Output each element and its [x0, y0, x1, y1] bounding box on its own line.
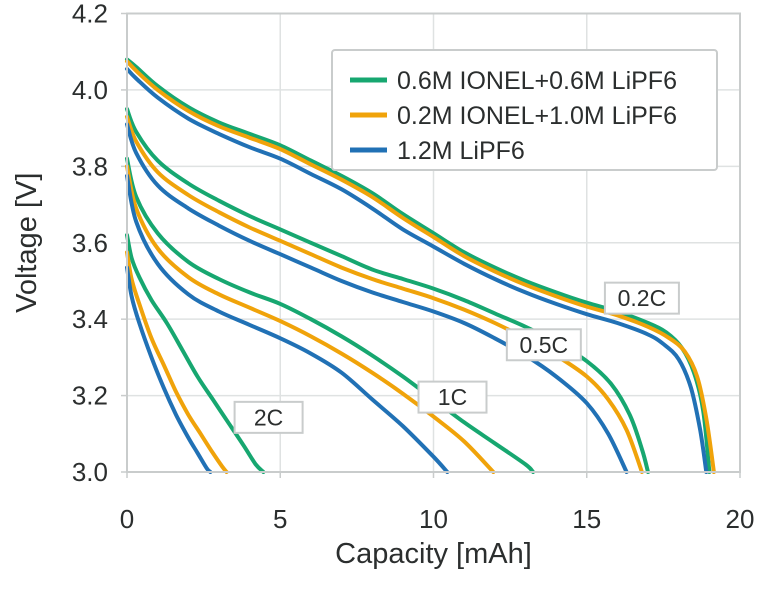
y-tick-label: 3.0: [72, 457, 108, 487]
y-tick-label: 4.0: [72, 75, 108, 105]
x-axis-title: Capacity [mAh]: [335, 538, 532, 570]
legend-label-green: 0.6M IONEL+0.6M LiPF6: [397, 67, 677, 95]
x-tick-label: 0: [120, 504, 134, 534]
x-tick-label: 10: [419, 504, 448, 534]
rate-label-1c: 1C: [438, 384, 467, 410]
rate-label-0.2c: 0.2C: [618, 285, 667, 311]
y-axis-title: Voltage [V]: [11, 173, 43, 313]
curve-2c-green: [125, 233, 266, 474]
legend-label-blue: 1.2M LiPF6: [397, 137, 525, 165]
rate-label-box-1c: [417, 380, 488, 414]
x-tick-label: 20: [726, 504, 755, 534]
x-tick-label: 15: [572, 504, 601, 534]
x-tick-label: 5: [273, 504, 287, 534]
curve-0.5c-green: [125, 107, 650, 474]
curve-0.2c-blue: [125, 66, 709, 474]
curve-0.5c-orange: [125, 114, 644, 474]
curve-2c-orange: [125, 250, 229, 474]
rate-label-box-2c: [233, 400, 304, 434]
curve-0.5c-blue: [125, 122, 629, 474]
y-tick-label: 3.8: [72, 151, 108, 181]
y-tick-label: 4.2: [72, 0, 108, 29]
rate-label-box-0.2c: [603, 281, 680, 315]
curve-1c-orange: [125, 164, 496, 474]
curve-0.2c-green: [125, 57, 712, 474]
legend-box: [331, 49, 718, 171]
curve-1c-green: [125, 156, 536, 474]
rate-label-box-0.5c: [505, 328, 582, 362]
y-tick-label: 3.4: [72, 304, 108, 334]
rate-label-0.5c: 0.5C: [520, 332, 569, 358]
rate-label-2c: 2C: [254, 404, 283, 430]
legend-label-orange: 0.2M IONEL+1.0M LiPF6: [397, 102, 677, 130]
y-tick-label: 3.2: [72, 381, 108, 411]
plot-frame: [126, 12, 741, 473]
curve-1c-blue: [125, 173, 450, 474]
y-tick-label: 3.6: [72, 228, 108, 258]
curve-2c-blue: [125, 265, 213, 474]
curve-0.2c-orange: [125, 59, 716, 474]
